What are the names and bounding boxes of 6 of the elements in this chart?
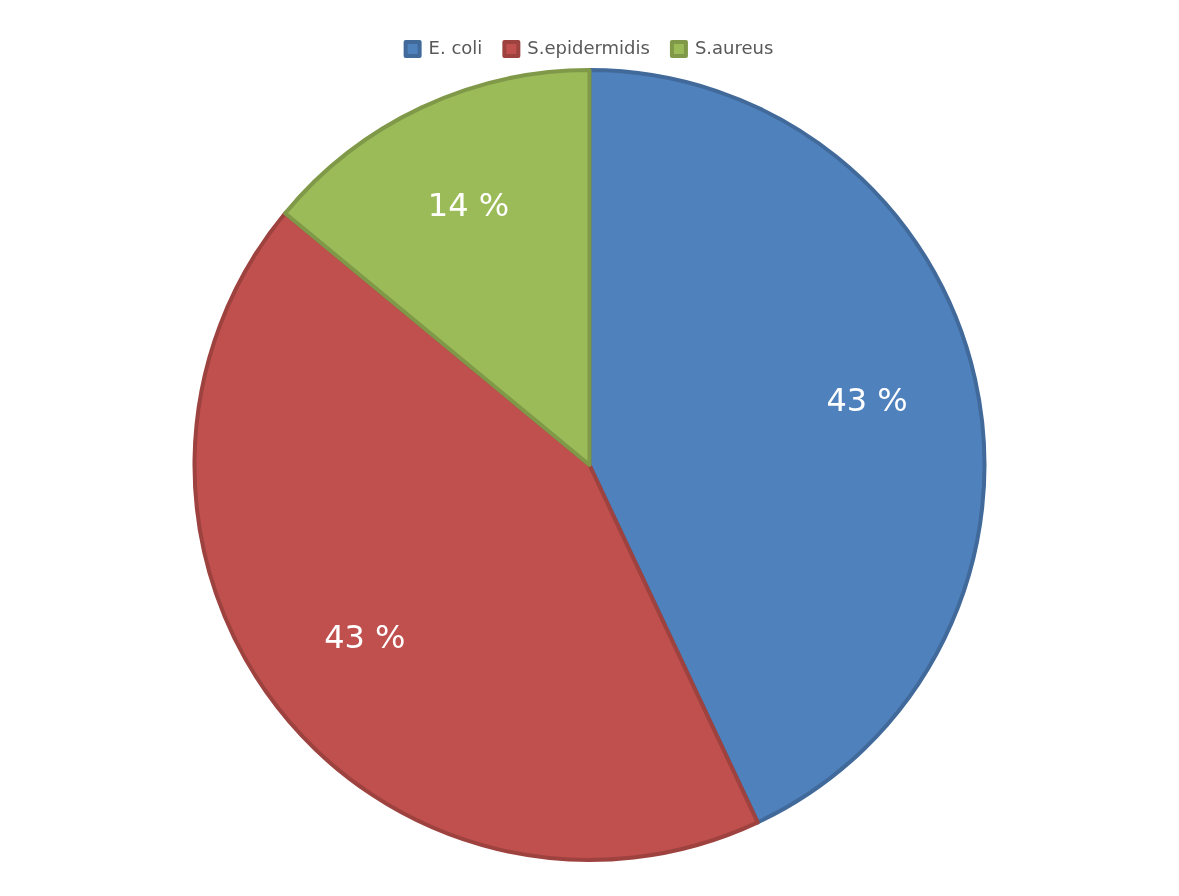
legend-label: S.aureus (694, 36, 774, 58)
legend-label: S.epidermidis (527, 36, 650, 58)
legend-label: E. coli (428, 36, 483, 58)
data-label: 14 % (427, 185, 510, 224)
data-label: 43 % (826, 381, 908, 420)
data-label: 43 % (324, 617, 406, 656)
